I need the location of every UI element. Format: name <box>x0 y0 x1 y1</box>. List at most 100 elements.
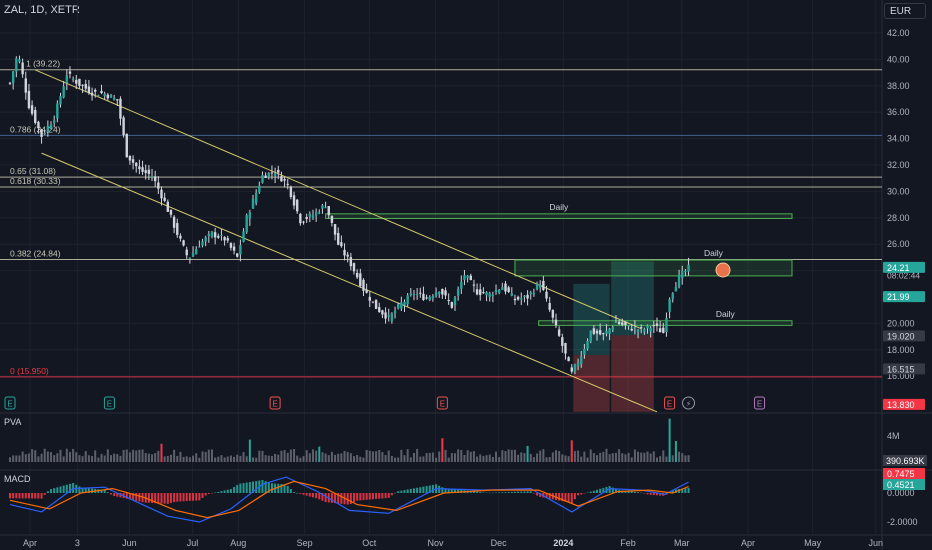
candle-body <box>11 71 15 84</box>
macd-hist-bar <box>608 486 611 493</box>
macd-hist-bar <box>495 492 498 494</box>
candle <box>374 299 378 310</box>
candle <box>567 356 570 362</box>
volume-bar <box>330 451 333 462</box>
grid <box>0 0 882 535</box>
macd-hist-bar <box>270 483 273 493</box>
volume-bar <box>577 450 580 462</box>
volume-bar <box>229 455 232 462</box>
candle-body <box>665 318 668 333</box>
volume-bar <box>311 449 314 462</box>
volume-bar <box>668 418 671 462</box>
volume-bar <box>68 452 71 462</box>
candle <box>324 201 327 209</box>
macd-hist-bar <box>397 491 400 493</box>
volume-bar <box>558 451 561 462</box>
volume-bar <box>62 456 65 462</box>
volume-bar <box>163 456 166 462</box>
volume-bar <box>501 450 504 462</box>
macd-value-label-bg <box>883 468 925 479</box>
macd-hist-bar <box>362 493 365 501</box>
volume-bar <box>223 457 226 462</box>
volume-bar <box>643 452 646 462</box>
macd-hist-bar <box>340 493 343 504</box>
candle-body <box>109 95 113 98</box>
macd-hist-bar <box>501 492 504 493</box>
earnings-marker-label: E <box>7 400 12 409</box>
daily-zone-label: Daily <box>549 202 569 212</box>
price-label: 24.21 <box>887 263 910 273</box>
volume-bar <box>109 455 112 462</box>
volume-bar <box>337 453 340 462</box>
volume-bar <box>261 450 264 462</box>
fib-level-label: 0.786 (34.24) <box>10 124 61 134</box>
volume-bar <box>397 457 400 462</box>
y-tick-label: 40.00 <box>887 54 910 64</box>
candle-body <box>589 330 592 342</box>
macd-hist-bar <box>441 487 444 493</box>
candle <box>687 257 690 276</box>
candle-body <box>30 105 34 114</box>
volume-bar <box>220 455 223 462</box>
volume-bar <box>570 440 573 462</box>
candle <box>251 194 255 209</box>
candle <box>160 186 163 206</box>
earnings-marker-icon <box>664 396 676 410</box>
volume-bar <box>248 439 251 462</box>
candle-body <box>179 235 182 239</box>
candle-body <box>75 79 78 84</box>
volume-bar <box>536 453 539 462</box>
volume-bar <box>34 450 37 462</box>
candle-body <box>671 293 674 299</box>
volume-bar <box>394 457 397 462</box>
candle <box>65 69 69 91</box>
candle <box>365 283 368 294</box>
price-label-bg <box>883 398 925 410</box>
candle <box>624 321 627 330</box>
candle <box>340 235 343 248</box>
candle <box>523 294 526 303</box>
macd-hist-bar <box>160 493 163 504</box>
candle-body <box>232 246 236 251</box>
candle <box>561 333 564 353</box>
candle <box>119 96 122 126</box>
price-label: 16.515 <box>887 364 915 374</box>
candle <box>106 93 110 101</box>
candle-body <box>469 275 472 280</box>
macd-hist-bar <box>614 489 617 493</box>
daily-zone-label: Daily <box>716 309 736 319</box>
price-label: 21.99 <box>887 292 910 302</box>
candle-body <box>621 322 624 325</box>
candle-body <box>15 58 18 72</box>
candle-body <box>491 294 495 296</box>
candle <box>403 299 406 312</box>
candle <box>116 99 119 106</box>
candle-body <box>523 295 526 298</box>
candle-body <box>321 205 324 209</box>
macd-hist-bar <box>624 490 627 493</box>
macd-hist-bar <box>21 493 24 499</box>
volume-bar <box>375 451 378 462</box>
macd-hist-bar <box>425 486 428 493</box>
candle <box>277 165 280 180</box>
candle <box>217 233 220 239</box>
volume-bar <box>381 452 384 462</box>
candle-body <box>359 273 362 287</box>
candle-body <box>479 289 482 295</box>
volume-bar <box>176 456 179 462</box>
candle-body <box>526 294 529 299</box>
currency-button[interactable]: EUR <box>884 3 926 19</box>
volume-bar <box>119 455 122 462</box>
candle-body <box>658 328 662 333</box>
symbol-title: ZAL, 1D, XETR <box>4 4 80 16</box>
volume-bar <box>198 457 201 462</box>
candle <box>444 287 447 300</box>
volume-bar <box>116 453 119 462</box>
volume-bar <box>520 452 523 462</box>
macd-hist-bar <box>681 488 684 493</box>
candle-body <box>687 264 690 272</box>
volume-bar <box>192 455 195 462</box>
macd-hist-bar <box>453 489 456 493</box>
